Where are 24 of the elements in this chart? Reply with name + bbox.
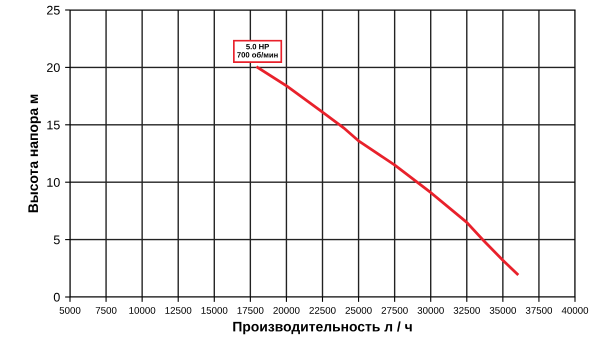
x-tick-label: 17500 (238, 306, 264, 314)
y-tick-label: 5 (54, 236, 60, 244)
y-tick-label: 20 (47, 63, 60, 72)
x-tick-label: 5000 (60, 306, 80, 314)
x-tick-label: 20000 (273, 306, 300, 314)
x-tick-label: 40000 (562, 306, 588, 314)
x-tick-label: 32500 (454, 306, 480, 314)
x-tick-label: 10000 (129, 306, 156, 314)
x-tick-label: 15000 (202, 306, 228, 314)
y-tick-label: 0 (54, 292, 60, 302)
x-tick-label: 27500 (382, 306, 408, 314)
x-tick-label: 35000 (490, 306, 516, 314)
y-tick-label: 15 (47, 120, 60, 130)
line-series (256, 66, 519, 276)
x-tick-label: 30000 (418, 306, 444, 314)
x-tick-label: 25000 (346, 306, 372, 314)
x-tick-label: 12500 (165, 306, 192, 314)
x-axis-title: Производительность л / ч (233, 321, 412, 334)
y-tick-label: 25 (47, 6, 60, 15)
y-tick-label: 10 (47, 178, 60, 187)
x-tick-label: 22500 (309, 306, 336, 314)
x-tick-label: 7500 (96, 306, 117, 314)
y-axis-title: Высота напора м (28, 94, 41, 212)
x-tick-label: 37500 (526, 306, 552, 314)
